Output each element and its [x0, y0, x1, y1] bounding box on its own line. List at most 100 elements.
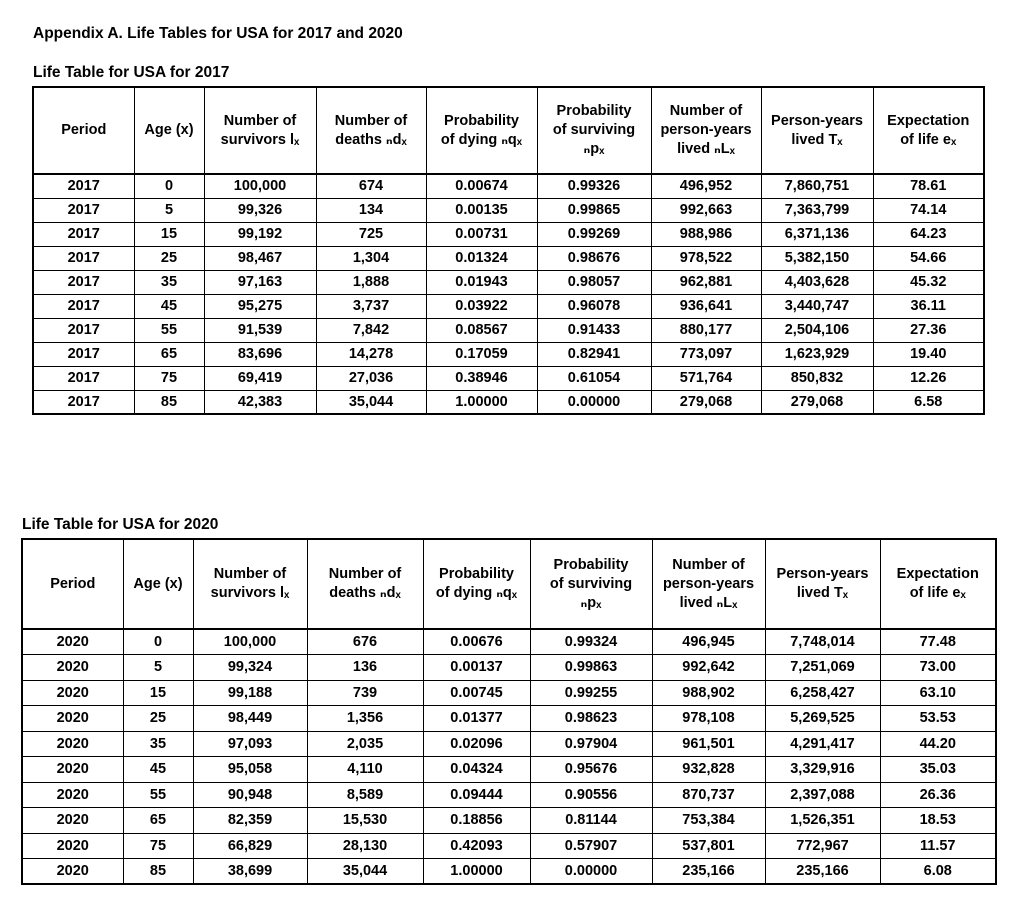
table-cell: 0.03922: [425, 293, 538, 319]
table-cell: 7,251,069: [764, 654, 881, 681]
table-cell: 15: [133, 221, 205, 247]
life-table-2020-section: Life Table for USA for 2020 Period Age (…: [21, 516, 997, 885]
table-row: 2020 15 99,188 739 0.00745 0.99255 988,902 6,25…: [21, 679, 997, 706]
table-cell: 0.82941: [536, 341, 652, 367]
table-cell: 66,829: [192, 832, 308, 859]
table-cell: 35,044: [306, 858, 424, 885]
table-cell: 35.03: [879, 756, 997, 783]
table-cell: 2020: [21, 730, 124, 757]
table-cell: 63.10: [879, 679, 997, 706]
table-cell: 992,642: [651, 654, 766, 681]
table-cell: 0: [133, 173, 205, 199]
table-cell: 2020: [21, 756, 124, 783]
table-cell: 753,384: [651, 807, 766, 834]
table-cell: 6.08: [879, 858, 997, 885]
table-cell: 1,356: [306, 705, 424, 732]
life-table-2017: Period Age (x) Number of survivors lₓ Nu…: [32, 86, 985, 415]
table-cell: 7,842: [315, 317, 427, 343]
table-cell: 99,324: [192, 654, 308, 681]
table-row: 2020 25 98,449 1,356 0.01377 0.98623 978,108 5,…: [21, 705, 997, 732]
table-cell: 95,058: [192, 756, 308, 783]
table-cell: 2017: [32, 197, 135, 223]
table-cell: 4,403,628: [760, 269, 874, 295]
table-cell: 5,382,150: [760, 245, 874, 271]
table-cell: 136: [306, 654, 424, 681]
table-cell: 90,948: [192, 781, 308, 808]
table-cell: 2020: [21, 679, 124, 706]
column-header-deaths: Number of deaths ₙdₓ: [306, 538, 424, 630]
table-caption-2020: Life Table for USA for 2020: [22, 516, 219, 533]
table-cell: 85: [133, 389, 205, 415]
table-cell: 988,986: [650, 221, 762, 247]
column-header-person-years-lived: Number of person-years lived ₙLₓ: [650, 86, 762, 175]
table-cell: 5,269,525: [764, 705, 881, 732]
table-cell: 2017: [32, 317, 135, 343]
column-header-age: Age (x): [133, 86, 205, 175]
table-cell: 936,641: [650, 293, 762, 319]
table-cell: 2,035: [306, 730, 424, 757]
table-cell: 0.02096: [422, 730, 531, 757]
table-body-2017: 2017 0 100,000 674 0.00674 0.99326 496,952 7,86…: [32, 173, 985, 415]
table-cell: 676: [306, 628, 424, 655]
table-cell: 42,383: [203, 389, 317, 415]
table-cell: 1.00000: [425, 389, 538, 415]
table-cell: 880,177: [650, 317, 762, 343]
table-cell: 0.00731: [425, 221, 538, 247]
table-row: 2020 85 38,699 35,044 1.00000 0.00000 235,166 2…: [21, 858, 997, 885]
table-cell: 988,902: [651, 679, 766, 706]
table-cell: 0.97904: [529, 730, 653, 757]
table-cell: 65: [122, 807, 194, 834]
table-cell: 2017: [32, 221, 135, 247]
table-cell: 2,504,106: [760, 317, 874, 343]
table-cell: 99,192: [203, 221, 317, 247]
table-cell: 772,967: [764, 832, 881, 859]
table-cell: 2020: [21, 654, 124, 681]
table-row: 2020 75 66,829 28,130 0.42093 0.57907 537,801 7…: [21, 832, 997, 859]
table-cell: 82,359: [192, 807, 308, 834]
table-cell: 0.00674: [425, 173, 538, 199]
table-cell: 0.42093: [422, 832, 531, 859]
column-header-age: Age (x): [122, 538, 194, 630]
table-cell: 77.48: [879, 628, 997, 655]
table-cell: 75: [133, 365, 205, 391]
table-cell: 978,108: [651, 705, 766, 732]
table-cell: 2020: [21, 832, 124, 859]
column-header-life-expectation: Expectation of life eₓ: [872, 86, 985, 175]
table-cell: 0.00676: [422, 628, 531, 655]
column-header-period: Period: [32, 86, 135, 175]
table-cell: 27.36: [872, 317, 985, 343]
table-cell: 0.04324: [422, 756, 531, 783]
table-cell: 496,945: [651, 628, 766, 655]
table-cell: 11.57: [879, 832, 997, 859]
table-cell: 0: [122, 628, 194, 655]
table-cell: 1,888: [315, 269, 427, 295]
table-cell: 54.66: [872, 245, 985, 271]
table-row: 2017 25 98,467 1,304 0.01324 0.98676 978,522 5,…: [32, 245, 985, 271]
table-cell: 0.00135: [425, 197, 538, 223]
table-cell: 0.00000: [536, 389, 652, 415]
table-row: 2020 5 99,324 136 0.00137 0.99863 992,642 7,251…: [21, 654, 997, 681]
table-cell: 0.98623: [529, 705, 653, 732]
table-cell: 55: [133, 317, 205, 343]
table-cell: 134: [315, 197, 427, 223]
table-cell: 1,304: [315, 245, 427, 271]
table-cell: 73.00: [879, 654, 997, 681]
table-cell: 235,166: [764, 858, 881, 885]
table-row: 2017 45 95,275 3,737 0.03922 0.96078 936,641 3,…: [32, 293, 985, 319]
table-cell: 0.98057: [536, 269, 652, 295]
table-cell: 64.23: [872, 221, 985, 247]
table-cell: 99,188: [192, 679, 308, 706]
table-cell: 962,881: [650, 269, 762, 295]
table-row: 2017 35 97,163 1,888 0.01943 0.98057 962,881 4,…: [32, 269, 985, 295]
table-cell: 2017: [32, 389, 135, 415]
table-cell: 0.99326: [536, 173, 652, 199]
table-cell: 95,275: [203, 293, 317, 319]
table-cell: 0.99255: [529, 679, 653, 706]
table-cell: 279,068: [760, 389, 874, 415]
table-cell: 100,000: [192, 628, 308, 655]
table-row: 2017 5 99,326 134 0.00135 0.99865 992,663 7,363…: [32, 197, 985, 223]
column-header-survivors: Number of survivors lₓ: [192, 538, 308, 630]
table-cell: 18.53: [879, 807, 997, 834]
table-cell: 2020: [21, 628, 124, 655]
table-cell: 4,110: [306, 756, 424, 783]
